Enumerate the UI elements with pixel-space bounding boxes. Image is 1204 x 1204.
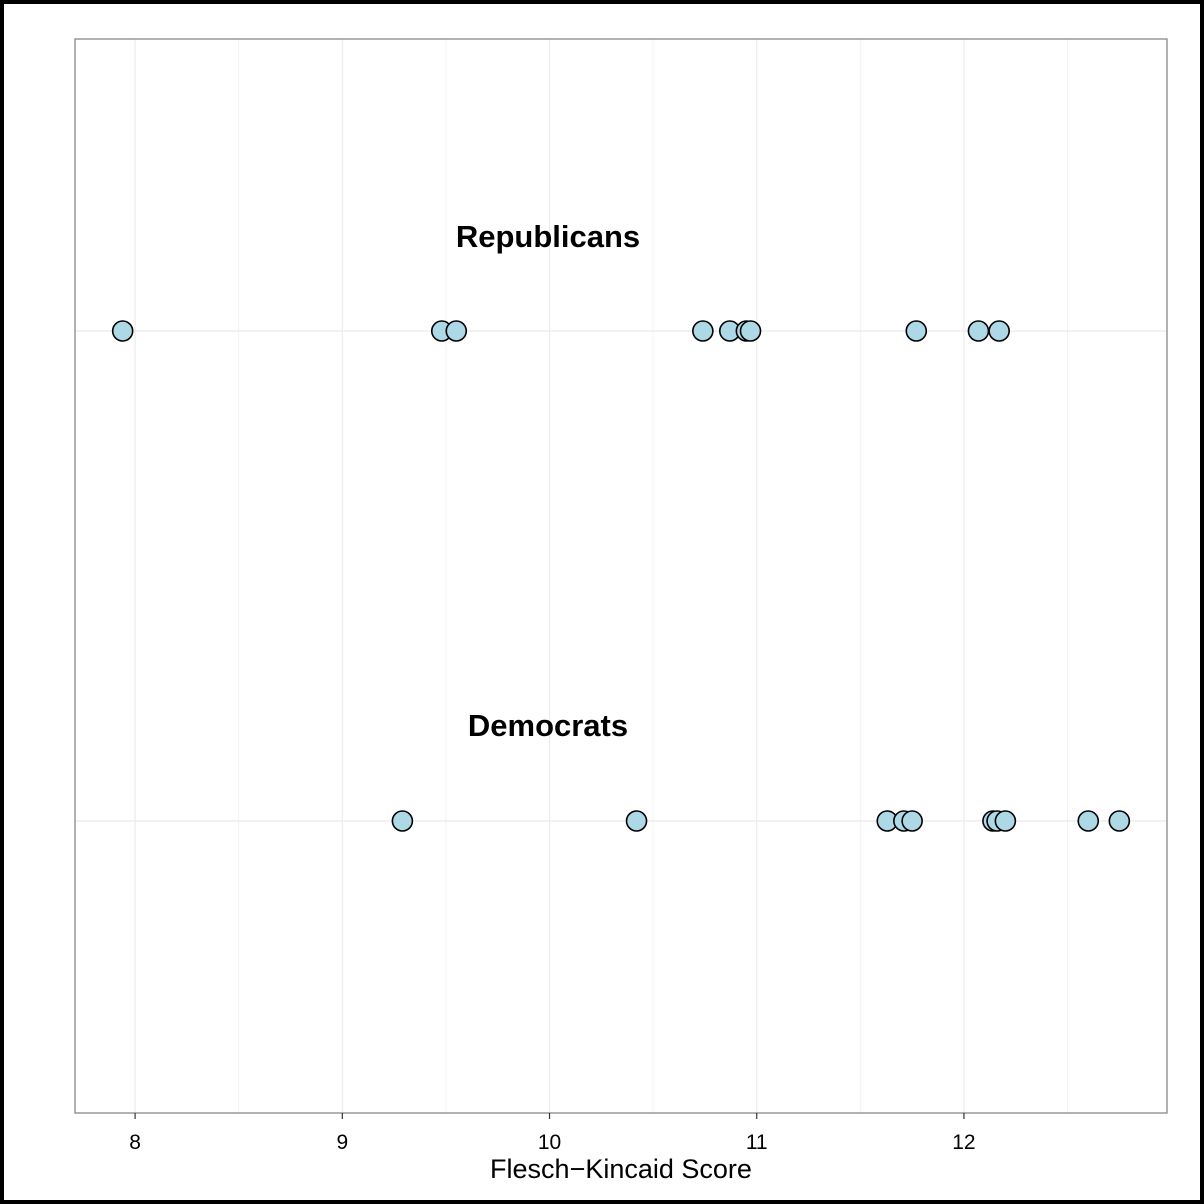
plot-panel-border (74, 38, 1168, 1114)
x-tick-label: 10 (538, 1131, 561, 1154)
points (111, 320, 1131, 832)
data-point-democrats (625, 810, 648, 832)
data-point-republicans (692, 320, 714, 342)
x-tick-label: 11 (746, 1131, 768, 1154)
data-point-republicans (967, 320, 990, 342)
x-axis: 8 9 10 11 12 (129, 1113, 976, 1154)
group-labels: Republicans Democrats (456, 219, 640, 743)
data-point-republicans (111, 320, 134, 342)
x-axis-title: Flesch−Kincaid Score (490, 1154, 752, 1184)
data-point-democrats (1108, 810, 1131, 832)
data-point-republicans (739, 320, 762, 342)
group-label-democrats: Democrats (468, 708, 628, 743)
data-point-republicans (988, 320, 1010, 342)
x-tick-label: 8 (129, 1131, 141, 1154)
data-point-republicans (445, 320, 468, 342)
data-point-democrats (391, 810, 414, 832)
data-point-republicans (905, 320, 928, 342)
x-tick-label: 9 (336, 1131, 348, 1154)
data-point-democrats (1077, 810, 1100, 832)
x-tick-label: 12 (952, 1131, 975, 1154)
data-point-democrats (901, 810, 923, 832)
plot-panel (75, 39, 1167, 1113)
data-point-democrats (994, 810, 1017, 832)
group-label-republicans: Republicans (456, 219, 640, 254)
